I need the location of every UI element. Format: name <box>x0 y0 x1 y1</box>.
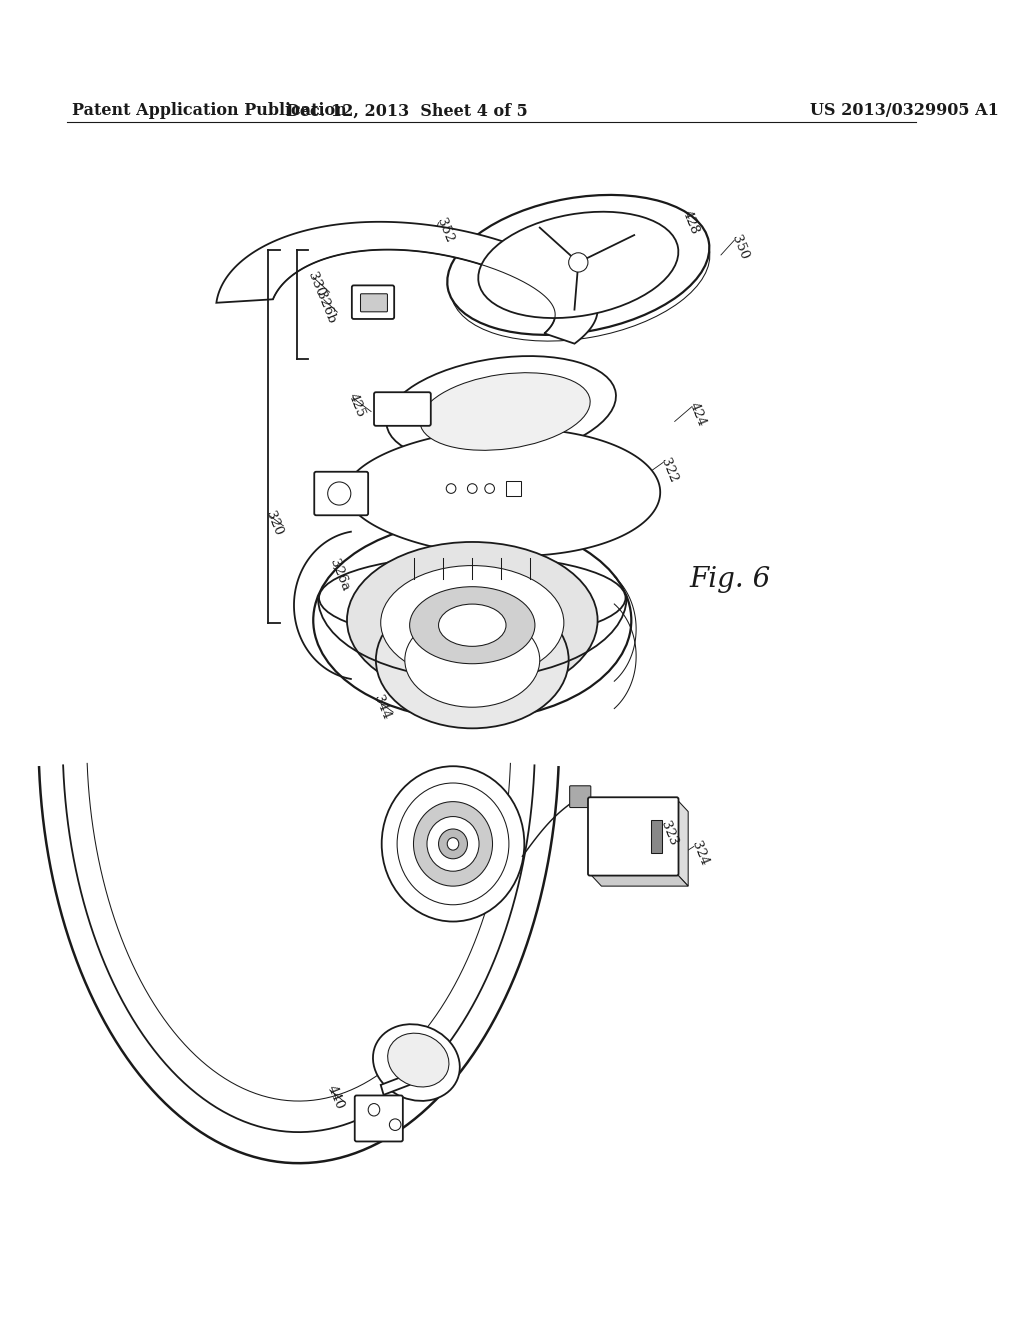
FancyBboxPatch shape <box>354 1096 402 1142</box>
Polygon shape <box>381 1074 410 1094</box>
Ellipse shape <box>438 829 468 859</box>
Circle shape <box>468 483 477 494</box>
Text: 428: 428 <box>679 209 700 236</box>
Ellipse shape <box>313 521 632 719</box>
Circle shape <box>568 252 588 272</box>
Text: 424: 424 <box>687 400 709 428</box>
Circle shape <box>484 483 495 494</box>
Ellipse shape <box>376 591 568 729</box>
Text: 425: 425 <box>346 391 368 420</box>
Bar <box>650 820 663 853</box>
Ellipse shape <box>438 605 506 647</box>
Polygon shape <box>677 799 688 886</box>
Text: 320: 320 <box>263 510 285 537</box>
Ellipse shape <box>427 817 479 871</box>
Ellipse shape <box>381 565 564 680</box>
Ellipse shape <box>373 1024 460 1101</box>
Text: 322: 322 <box>658 455 680 484</box>
Ellipse shape <box>347 543 598 698</box>
Text: 344: 344 <box>371 693 392 721</box>
Ellipse shape <box>404 612 540 708</box>
Ellipse shape <box>382 766 524 921</box>
Ellipse shape <box>388 1034 449 1086</box>
Ellipse shape <box>319 556 626 640</box>
Circle shape <box>328 482 351 506</box>
Text: 352: 352 <box>434 216 456 244</box>
FancyBboxPatch shape <box>588 797 679 875</box>
Text: Patent Application Publication: Patent Application Publication <box>73 103 347 119</box>
Ellipse shape <box>478 211 678 318</box>
Circle shape <box>389 1119 401 1130</box>
Text: 440: 440 <box>325 1084 346 1111</box>
Text: 350: 350 <box>729 234 751 261</box>
Polygon shape <box>216 222 598 343</box>
Text: 330: 330 <box>305 271 327 298</box>
Ellipse shape <box>410 586 535 664</box>
Ellipse shape <box>420 372 590 450</box>
Bar <box>506 480 521 496</box>
Polygon shape <box>590 874 688 886</box>
Ellipse shape <box>414 801 493 886</box>
FancyBboxPatch shape <box>360 294 387 312</box>
Ellipse shape <box>369 1104 380 1115</box>
FancyBboxPatch shape <box>352 285 394 319</box>
Ellipse shape <box>386 356 616 462</box>
FancyBboxPatch shape <box>314 471 369 515</box>
Text: 326b: 326b <box>313 289 338 325</box>
Text: 324: 324 <box>689 840 711 869</box>
Ellipse shape <box>447 838 459 850</box>
FancyBboxPatch shape <box>374 392 431 426</box>
Text: Fig. 6: Fig. 6 <box>689 566 770 593</box>
Text: 323: 323 <box>658 820 680 849</box>
Ellipse shape <box>397 783 509 904</box>
FancyBboxPatch shape <box>569 785 591 808</box>
Polygon shape <box>346 429 660 556</box>
Ellipse shape <box>447 195 710 335</box>
Text: US 2013/0329905 A1: US 2013/0329905 A1 <box>810 103 998 119</box>
Text: Dec. 12, 2013  Sheet 4 of 5: Dec. 12, 2013 Sheet 4 of 5 <box>286 103 527 119</box>
Circle shape <box>446 483 456 494</box>
Text: 326a: 326a <box>327 557 351 594</box>
